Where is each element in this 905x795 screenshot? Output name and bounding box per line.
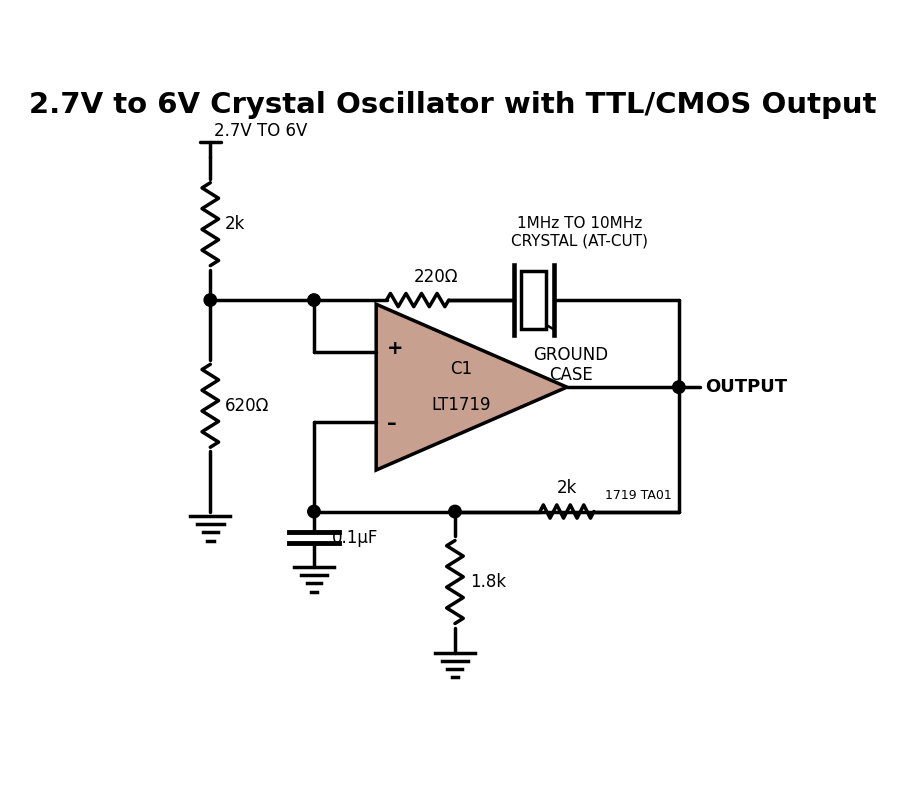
Text: 220Ω: 220Ω (414, 268, 458, 286)
Circle shape (672, 381, 685, 394)
Text: GROUND
CASE: GROUND CASE (534, 346, 609, 385)
Text: 2.7V TO 6V: 2.7V TO 6V (214, 122, 308, 140)
Text: OUTPUT: OUTPUT (705, 378, 787, 396)
Text: 1.8k: 1.8k (470, 573, 506, 591)
Text: 2k: 2k (225, 215, 245, 233)
Text: C1: C1 (451, 360, 472, 378)
Text: LT1719: LT1719 (432, 397, 491, 414)
Text: 0.1μF: 0.1μF (332, 529, 378, 547)
Text: +: + (387, 339, 404, 359)
Text: 620Ω: 620Ω (225, 397, 270, 415)
Circle shape (308, 294, 320, 306)
Polygon shape (376, 304, 567, 470)
Text: 2.7V to 6V Crystal Oscillator with TTL/CMOS Output: 2.7V to 6V Crystal Oscillator with TTL/C… (29, 91, 876, 119)
Text: 2k: 2k (557, 479, 577, 498)
Text: –: – (387, 414, 396, 433)
Circle shape (308, 506, 320, 518)
Circle shape (449, 506, 462, 518)
Bar (521, 271, 547, 329)
Text: 1719 TA01: 1719 TA01 (605, 489, 672, 502)
Circle shape (205, 294, 216, 306)
Text: 1MHz TO 10MHz
CRYSTAL (AT-CUT): 1MHz TO 10MHz CRYSTAL (AT-CUT) (510, 216, 648, 249)
